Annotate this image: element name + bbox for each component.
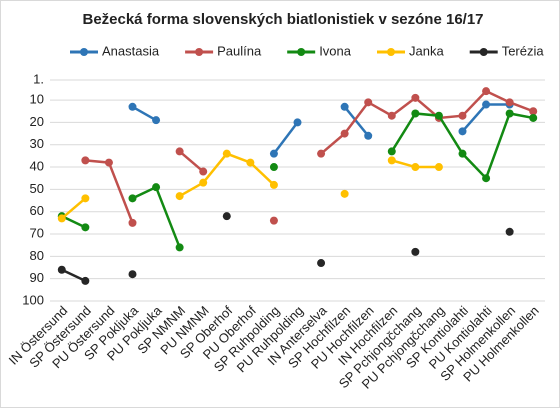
legend-marker xyxy=(479,48,488,56)
data-point xyxy=(387,111,396,120)
data-point xyxy=(458,149,467,158)
data-point xyxy=(81,156,90,165)
data-point xyxy=(411,163,420,172)
data-point xyxy=(269,163,278,172)
data-point xyxy=(317,259,326,268)
data-point xyxy=(152,116,161,125)
data-point xyxy=(81,276,90,285)
y-tick-label: 90 xyxy=(30,270,44,285)
data-point xyxy=(128,270,137,279)
data-point xyxy=(175,243,184,252)
data-point xyxy=(411,247,420,256)
chart-title: Bežecká forma slovenských biatlonistiek … xyxy=(82,11,483,28)
y-tick-label: 40 xyxy=(30,158,44,173)
y-tick-label: 80 xyxy=(30,248,44,263)
series-line xyxy=(178,150,205,173)
data-point xyxy=(505,98,514,107)
series-line xyxy=(61,268,86,283)
legend-label: Janka xyxy=(409,43,444,58)
y-tick-label: 30 xyxy=(30,136,44,151)
legend-label: Anastasia xyxy=(102,43,160,58)
data-point xyxy=(529,107,538,116)
data-point xyxy=(57,214,66,223)
data-point xyxy=(128,194,137,203)
data-point xyxy=(57,265,66,274)
legend-label: Paulína xyxy=(217,43,262,58)
data-point xyxy=(269,216,278,225)
data-point xyxy=(458,111,467,120)
series-line xyxy=(60,197,87,220)
data-point xyxy=(340,102,349,111)
data-point xyxy=(104,158,113,167)
series-line xyxy=(272,121,299,155)
series-line xyxy=(131,105,157,122)
legend-label: Ivona xyxy=(319,43,352,58)
data-point xyxy=(199,178,208,187)
y-tick-label: 10 xyxy=(30,92,44,107)
y-tick-label: 100 xyxy=(22,292,44,307)
data-point xyxy=(434,111,443,120)
data-point xyxy=(317,149,326,158)
data-point xyxy=(152,183,161,192)
legend-marker xyxy=(195,48,204,56)
data-point xyxy=(293,118,302,127)
data-point xyxy=(482,174,491,183)
data-point xyxy=(128,218,137,227)
data-point xyxy=(434,163,443,172)
data-point xyxy=(340,129,349,138)
data-point xyxy=(175,192,184,201)
data-point xyxy=(128,102,137,111)
y-tick-label: 1. xyxy=(33,71,44,86)
data-point xyxy=(387,147,396,156)
data-point xyxy=(505,227,514,236)
data-point xyxy=(387,156,396,165)
data-point xyxy=(340,189,349,198)
data-point xyxy=(269,180,278,189)
data-point xyxy=(364,98,373,107)
data-point xyxy=(482,87,491,96)
y-tick-label: 60 xyxy=(30,203,44,218)
data-point xyxy=(269,149,278,158)
data-point xyxy=(222,149,231,158)
data-point xyxy=(246,158,255,167)
data-point xyxy=(222,212,231,221)
legend-marker xyxy=(297,48,306,56)
data-point xyxy=(482,100,491,109)
data-point xyxy=(175,147,184,156)
y-tick-label: 70 xyxy=(30,225,44,240)
data-point xyxy=(505,109,514,118)
data-point xyxy=(529,113,538,122)
data-point xyxy=(458,127,467,136)
legend-label: Terézia xyxy=(502,43,545,58)
series-line xyxy=(343,105,370,137)
series-line xyxy=(320,89,534,155)
data-point xyxy=(411,109,420,118)
y-tick-label: 50 xyxy=(30,181,44,196)
data-point xyxy=(411,93,420,102)
y-tick-label: 20 xyxy=(30,114,44,129)
data-point xyxy=(364,131,373,140)
data-point xyxy=(199,167,208,176)
legend-marker xyxy=(387,48,395,56)
data-point xyxy=(81,223,90,232)
legend-marker xyxy=(80,48,88,56)
data-point xyxy=(81,194,90,203)
